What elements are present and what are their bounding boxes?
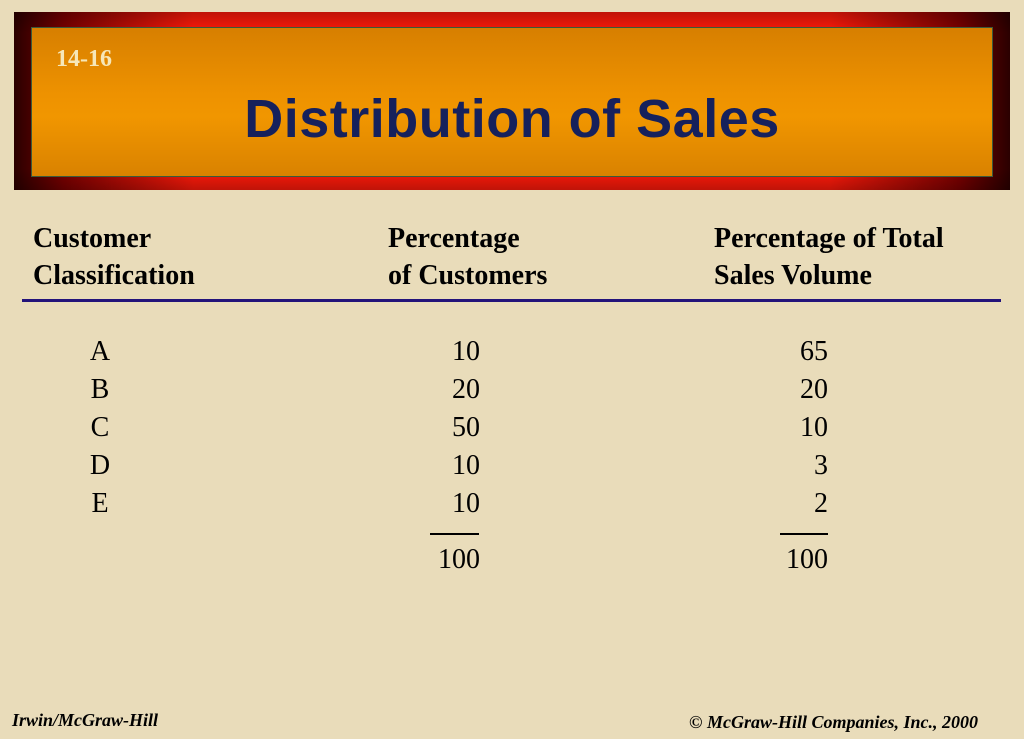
column-header-line: Classification [33,260,195,291]
footer-publisher: Irwin/McGraw-Hill [12,710,159,730]
row-pct-customers: 10 [452,336,480,367]
header-rule [22,299,1001,302]
column-header-line: Sales Volume [714,260,872,291]
row-pct-sales: 20 [800,374,828,405]
total-pct-customers: 100 [438,544,480,575]
title-banner-frame: 14-16 Distribution of Sales [14,12,1010,190]
column-header-line: Customer [33,223,152,254]
slide-title: Distribution of Sales [244,89,780,149]
total-pct-sales: 100 [786,544,828,575]
row-pct-customers: 50 [452,412,480,443]
column-header-pct-customers: Percentage of Customers [388,220,547,294]
column-header-line: Percentage of Total [714,223,944,254]
row-classification: E [91,488,109,519]
column-header-pct-sales: Percentage of Total Sales Volume [714,220,944,294]
row-pct-customers: 20 [452,374,480,405]
sum-rule [430,533,479,535]
row-classification: C [90,412,110,443]
column-header-line: of Customers [388,260,548,291]
column-header-classification: Customer Classification [33,220,195,294]
column-header-line: Percentage [388,223,520,254]
footer-copyright: © McGraw-Hill Companies, Inc., 2000 [689,712,978,732]
title-banner: 14-16 Distribution of Sales [31,27,993,177]
row-pct-customers: 10 [452,450,480,481]
sum-rule [780,533,828,535]
row-pct-sales: 2 [814,488,828,519]
row-classification: B [90,374,110,405]
row-pct-sales: 65 [800,336,828,367]
row-classification: A [89,336,111,367]
row-classification: D [89,450,111,481]
slide-number: 14-16 [56,46,112,72]
row-pct-sales: 10 [800,412,828,443]
row-pct-customers: 10 [452,488,480,519]
row-pct-sales: 3 [814,450,828,481]
